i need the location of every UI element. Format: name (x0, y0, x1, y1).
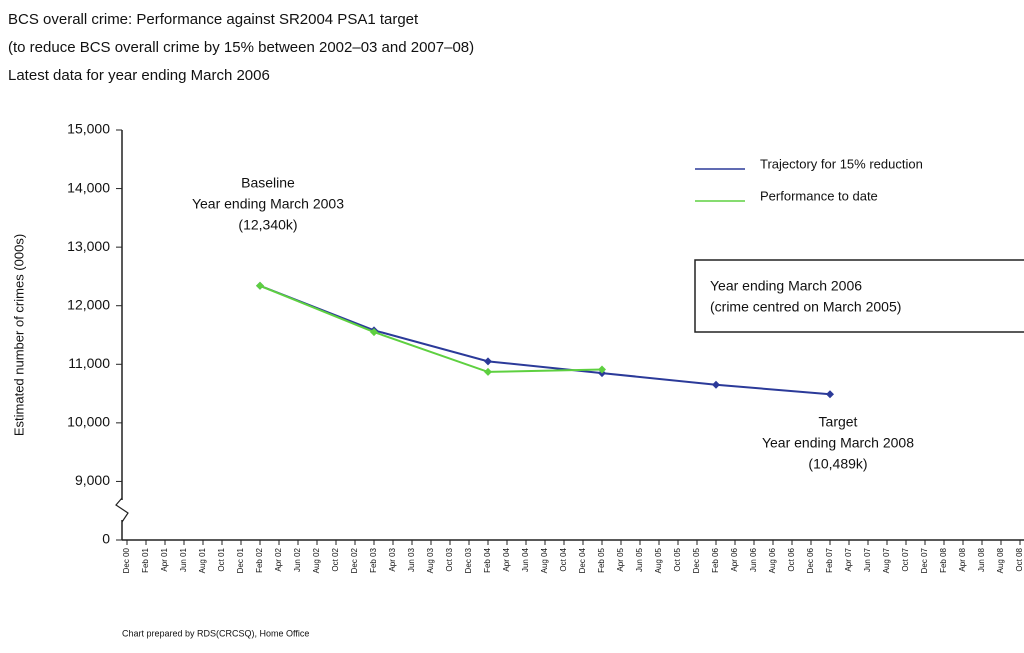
x-tick-label: Dec 01 (236, 547, 245, 573)
point-marker (256, 281, 264, 290)
x-tick-label: Dec 04 (578, 547, 587, 573)
x-tick-label: Oct 05 (673, 547, 682, 571)
x-tick-label: Aug 03 (426, 547, 435, 573)
x-tick-label: Apr 03 (388, 547, 397, 571)
point-marker (370, 328, 378, 337)
y-tick-label: 10,000 (67, 414, 110, 430)
x-tick-label: Jun 06 (749, 547, 758, 572)
x-tick-label: Apr 07 (844, 547, 853, 571)
x-tick-label: Feb 05 (597, 547, 606, 572)
y-tick-label: 0 (102, 531, 110, 547)
x-tick-label: Apr 08 (958, 547, 967, 571)
x-tick-label: Apr 02 (274, 547, 283, 571)
x-tick-label: Oct 07 (901, 547, 910, 571)
point-marker (826, 390, 834, 399)
x-tick-label: Aug 07 (882, 547, 891, 573)
x-tick-label: Feb 07 (825, 547, 834, 572)
x-tick-label: Jun 01 (179, 547, 188, 572)
x-tick-label: Jun 02 (293, 547, 302, 572)
y-tick-label: 14,000 (67, 179, 110, 195)
annotation: (crime centred on March 2005) (710, 299, 901, 315)
x-tick-label: Oct 02 (331, 547, 340, 571)
x-tick-label: Feb 01 (141, 547, 150, 572)
x-tick-label: Dec 03 (464, 547, 473, 573)
legend-label: Trajectory for 15% reduction (760, 156, 923, 171)
x-tick-label: Oct 03 (445, 547, 454, 571)
annotation: Year ending March 2003 (192, 196, 344, 212)
point-marker (598, 365, 606, 374)
x-tick-label: Jun 03 (407, 547, 416, 572)
x-tick-label: Dec 05 (692, 547, 701, 573)
series-line (259, 284, 603, 373)
x-tick-label: Feb 03 (369, 547, 378, 572)
x-tick-label: Apr 05 (616, 547, 625, 571)
chart-title: BCS overall crime: Performance against S… (8, 11, 419, 28)
x-tick-label: Dec 06 (806, 547, 815, 573)
annotation: (12,340k) (238, 217, 297, 233)
x-tick-label: Oct 06 (787, 547, 796, 571)
annotation: Baseline (241, 175, 295, 191)
point-marker (484, 367, 492, 376)
annotation: (10,489k) (808, 456, 867, 472)
annotation: Target (819, 414, 858, 430)
x-tick-label: Apr 01 (160, 547, 169, 571)
x-tick-label: Jun 08 (977, 547, 986, 572)
x-tick-label: Jun 04 (521, 547, 530, 572)
x-tick-label: Aug 02 (312, 547, 321, 573)
x-tick-label: Aug 01 (198, 547, 207, 573)
chart-subtitle: (to reduce BCS overall crime by 15% betw… (8, 39, 474, 56)
x-tick-label: Feb 06 (711, 547, 720, 572)
x-tick-label: Oct 04 (559, 547, 568, 571)
series-line (259, 284, 831, 396)
x-tick-label: Aug 06 (768, 547, 777, 573)
x-tick-label: Dec 02 (350, 547, 359, 573)
point-marker (484, 357, 492, 366)
x-tick-label: Feb 08 (939, 547, 948, 572)
point-marker (712, 380, 720, 389)
y-tick-label: 12,000 (67, 296, 110, 312)
x-tick-label: Aug 04 (540, 547, 549, 573)
annotation: Year ending March 2008 (762, 435, 914, 451)
x-tick-label: Dec 00 (122, 547, 131, 573)
annotation-box (694, 259, 1024, 333)
axis-break-gap (115, 500, 129, 520)
y-axis-label: Estimated number of crimes (000s) (11, 234, 26, 436)
x-tick-label: Dec 07 (920, 547, 929, 573)
y-tick-label: 15,000 (67, 121, 110, 137)
x-tick-label: Feb 04 (483, 547, 492, 572)
annotation: Year ending March 2006 (710, 278, 862, 294)
x-tick-label: Jun 05 (635, 547, 644, 572)
y-tick-label: 13,000 (67, 238, 110, 254)
x-tick-label: Jun 07 (863, 547, 872, 572)
footnote: Chart prepared by RDS(CRCSQ), Home Offic… (122, 628, 309, 638)
x-tick-label: Apr 06 (730, 547, 739, 571)
x-tick-label: Apr 04 (502, 547, 511, 571)
chart-subtitle: Latest data for year ending March 2006 (8, 67, 270, 84)
legend-label: Performance to date (760, 188, 878, 203)
x-tick-label: Aug 08 (996, 547, 1005, 573)
x-tick-label: Aug 05 (654, 547, 663, 573)
x-tick-label: Oct 08 (1015, 547, 1024, 571)
x-tick-label: Feb 02 (255, 547, 264, 572)
y-tick-label: 9,000 (75, 472, 110, 488)
y-tick-label: 11,000 (68, 355, 110, 371)
x-tick-label: Oct 01 (217, 547, 226, 571)
axis-break (115, 497, 129, 523)
